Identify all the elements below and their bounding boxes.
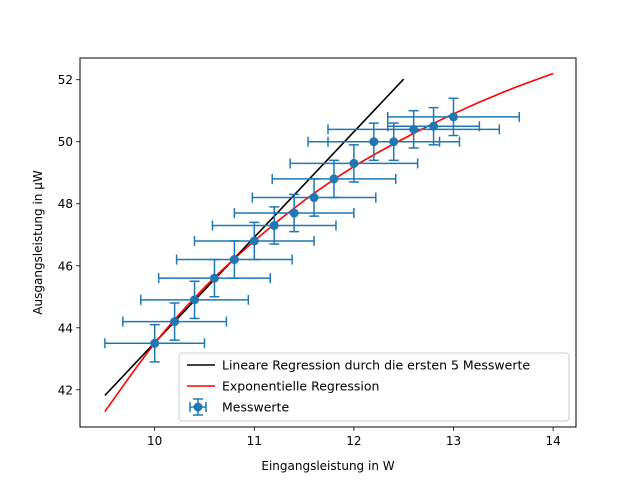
legend-label: Exponentielle Regression [222,379,379,394]
measurement-point [122,302,228,341]
measurement-point [387,106,481,146]
legend-label: Lineare Regression durch die ersten 5 Me… [222,358,530,373]
data-marker [409,124,419,134]
data-marker [349,158,359,168]
measurement-point [289,144,419,183]
axes-frame [79,57,577,428]
measurement-point [193,221,315,261]
data-marker [329,174,339,184]
measurement-point [175,240,293,279]
measurement-point [271,159,397,199]
measurement-point [140,280,250,320]
data-marker [190,295,200,305]
measurement-series [104,97,520,363]
data-marker [229,255,239,265]
measurement-point [327,109,501,149]
data-marker [389,137,399,147]
legend-box [178,352,570,422]
data-marker [309,193,319,203]
measurement-point [387,97,520,137]
x-axis-label: Eingangsleistung in W [261,459,394,473]
x-tick-label: 14 [545,434,560,448]
y-tick-label: 42 [58,383,73,397]
data-marker [249,236,259,246]
x-tick-label: 10 [147,434,162,448]
measurement-point [251,178,377,217]
legend: Lineare Regression durch die ersten 5 Me… [178,352,570,422]
y-tick-label: 46 [58,259,73,273]
x-tick-label: 12 [346,434,361,448]
legend-swatch-marker [193,402,203,412]
legend-label: Messwerte [222,400,289,415]
data-marker [269,220,279,230]
data-marker [429,121,439,131]
measurement-point [157,258,271,298]
data-marker [448,112,458,122]
x-tick-label: 13 [446,434,461,448]
data-marker [289,208,299,218]
axis-ticks: 10 11 12 13 14 42 44 46 48 50 52 [58,73,561,448]
y-tick-label: 48 [58,197,73,211]
y-tick-label: 52 [58,73,73,87]
x-tick-label: 11 [247,434,262,448]
y-axis-label: Ausgangsleistung in μW [31,170,45,315]
data-marker [209,273,219,283]
data-marker [150,338,160,348]
measurement-point [104,323,206,363]
y-tick-label: 50 [58,135,73,149]
plot-area [104,72,554,412]
y-tick-label: 44 [58,321,73,335]
measurement-point [233,193,355,233]
data-marker [170,317,180,327]
